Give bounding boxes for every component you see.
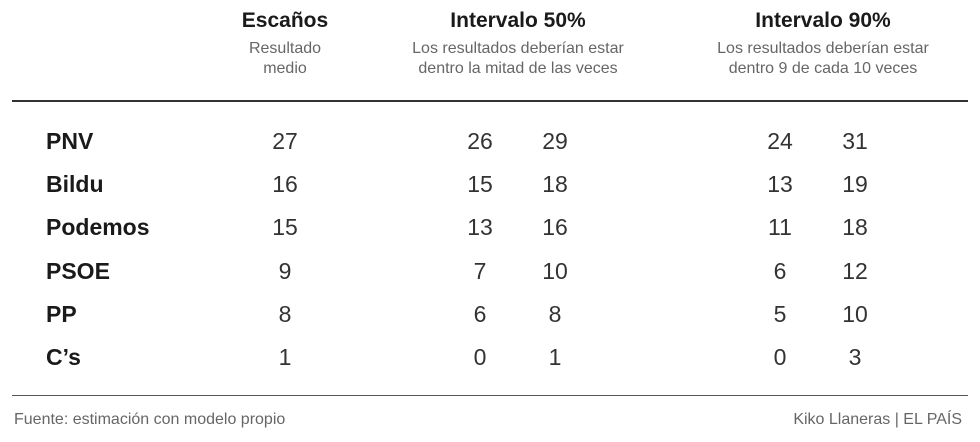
interval-50-high: 16: [542, 214, 568, 240]
interval-50-low: 6: [473, 301, 487, 327]
header-interval-90: Intervalo 90% Los resultados deberían es…: [678, 9, 968, 79]
interval-90-low: 11: [768, 214, 792, 240]
header-interval-90-subtitle: Los resultados deberían estar dentro 9 d…: [678, 39, 968, 79]
seats-value: 8: [278, 301, 292, 327]
party-name: PSOE: [46, 258, 110, 284]
interval-50-high: 1: [548, 344, 562, 370]
header-interval-50: Intervalo 50% Los resultados deberían es…: [378, 9, 658, 79]
footer-divider: [12, 395, 968, 396]
seats-value: 15: [272, 214, 298, 240]
party-name: Bildu: [46, 171, 104, 197]
header-interval-50-subtitle-line-1: Los resultados deberían estar: [412, 40, 624, 57]
party-name: PP: [46, 301, 77, 327]
interval-90-high: 12: [842, 258, 868, 284]
interval-50-high: 10: [542, 258, 568, 284]
header-seats-subtitle-line-1: Resultado: [248, 40, 322, 57]
header-seats: Escaños Resultado medio: [205, 9, 365, 79]
table-row: Podemos 15 13 16 11 18: [0, 212, 980, 242]
header-seats-subtitle-line-2: medio: [263, 60, 307, 77]
interval-90-low: 5: [773, 301, 787, 327]
interval-90-low: 6: [773, 258, 787, 284]
credit-note: Kiko Llaneras | EL PAÍS: [793, 411, 962, 428]
interval-90-low: 13: [767, 171, 793, 197]
source-note: Fuente: estimación con modelo propio: [14, 411, 286, 428]
table-row: PP 8 6 8 5 10: [0, 299, 980, 329]
interval-50-high: 18: [542, 171, 568, 197]
seats-value: 9: [278, 258, 292, 284]
seats-value: 1: [278, 344, 292, 370]
party-name: Podemos: [46, 214, 150, 240]
interval-90-low: 0: [773, 344, 787, 370]
party-name: PNV: [46, 128, 94, 154]
table-row: Bildu 16 15 18 13 19: [0, 169, 980, 199]
interval-50-low: 7: [473, 258, 487, 284]
header-interval-50-subtitle: Los resultados deberían estar dentro la …: [378, 39, 658, 79]
seats-value: 27: [272, 128, 298, 154]
interval-50-high: 8: [548, 301, 562, 327]
interval-50-low: 26: [467, 128, 493, 154]
interval-50-low: 0: [473, 344, 487, 370]
header-interval-50-subtitle-line-2: dentro la mitad de las veces: [418, 60, 618, 77]
interval-90-high: 18: [842, 214, 868, 240]
header-divider: [12, 100, 968, 102]
header-interval-50-title: Intervalo 50%: [450, 9, 586, 32]
header-interval-90-subtitle-line-2: dentro 9 de cada 10 veces: [728, 60, 918, 77]
header-seats-subtitle: Resultado medio: [205, 39, 365, 79]
seats-value: 16: [272, 171, 298, 197]
interval-90-high: 3: [848, 344, 862, 370]
interval-50-low: 15: [467, 171, 493, 197]
interval-90-high: 31: [842, 128, 868, 154]
table-row: PSOE 9 7 10 6 12: [0, 256, 980, 286]
header-seats-title: Escaños: [241, 9, 329, 32]
header-interval-90-title: Intervalo 90%: [755, 9, 891, 32]
party-name: C’s: [46, 344, 81, 370]
table-row: C’s 1 0 1 0 3: [0, 342, 980, 372]
header-interval-90-subtitle-line-1: Los resultados deberían estar: [717, 40, 929, 57]
table-row: PNV 27 26 29 24 31: [0, 126, 980, 156]
interval-90-high: 19: [842, 171, 868, 197]
interval-50-low: 13: [467, 214, 493, 240]
interval-90-high: 10: [842, 301, 868, 327]
interval-90-low: 24: [767, 128, 793, 154]
interval-50-high: 29: [542, 128, 568, 154]
